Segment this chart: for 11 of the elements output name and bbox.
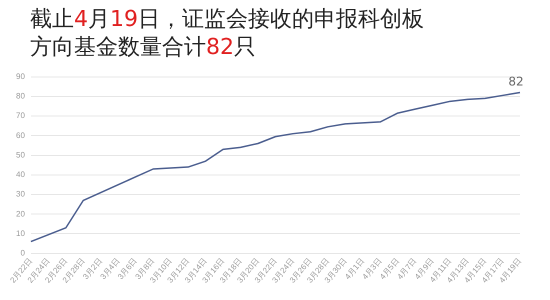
y-tick-label: 10 xyxy=(16,228,26,238)
y-tick-label: 90 xyxy=(16,72,26,82)
y-tick-label: 0 xyxy=(20,248,26,258)
y-tick-label: 20 xyxy=(16,209,26,218)
y-tick-label: 80 xyxy=(16,92,26,101)
y-tick-label: 60 xyxy=(16,130,26,140)
y-tick-label: 70 xyxy=(16,111,26,120)
y-tick-label: 30 xyxy=(16,190,26,199)
y-tick-label: 50 xyxy=(16,150,26,160)
y-tick-label: 40 xyxy=(16,170,26,180)
data-label: 82 xyxy=(508,74,524,89)
